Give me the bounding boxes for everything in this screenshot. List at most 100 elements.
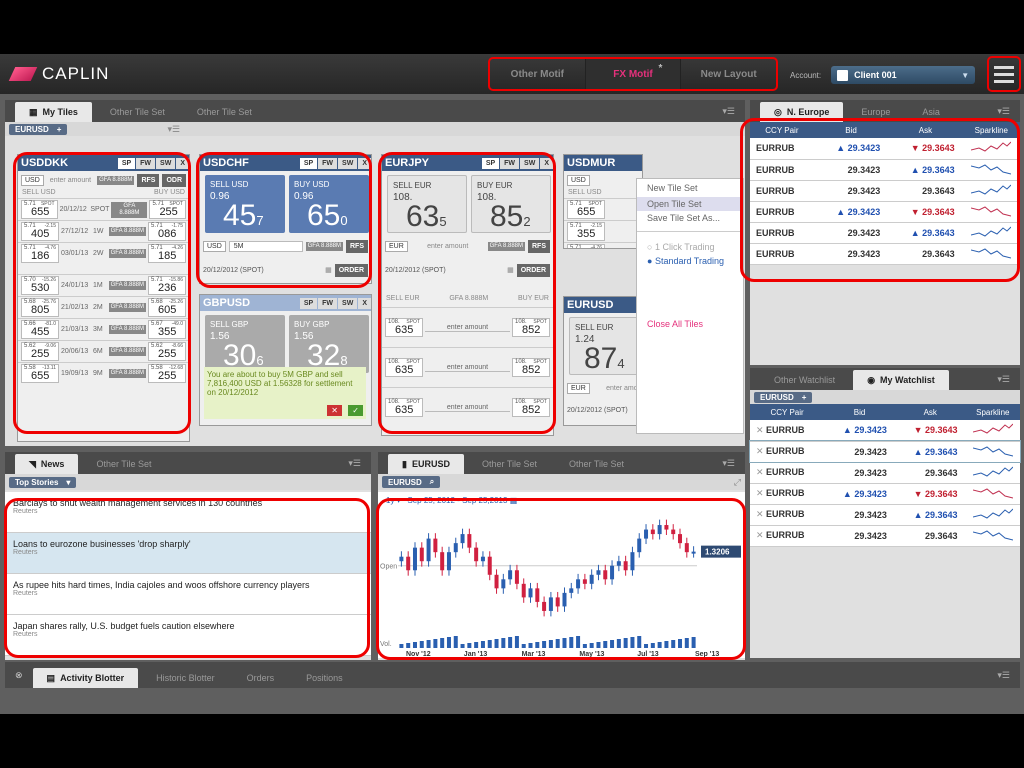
tab-eurusd-chart[interactable]: ▮ EURUSD [388, 454, 464, 474]
table-row[interactable]: ✕ EURRUB 29.3423 29.3643 [750, 462, 1020, 484]
tab-other-tile-set[interactable]: Other Tile Set [196, 107, 252, 117]
sell-leg-price-button[interactable]: 108. SPOT 635 [385, 358, 423, 377]
menu-item-close-all[interactable]: Close All Tiles [647, 319, 704, 329]
bid-cell[interactable]: 29.3423 [824, 525, 895, 547]
main-menu-button[interactable] [987, 56, 1021, 92]
mode-spot-button[interactable]: SP [299, 297, 318, 309]
sell-price-button[interactable]: 5.66 -81.0 455 [21, 320, 59, 339]
account-select[interactable]: Client 001 ▼ [831, 66, 976, 84]
ask-cell[interactable]: ▲ 29.3643 [894, 441, 966, 463]
mode-swap-button[interactable]: SW [520, 157, 540, 169]
news-filter-select[interactable]: Top Stories ▾ [9, 476, 77, 488]
tab-my-tiles[interactable]: ▦ My Tiles [15, 102, 92, 122]
table-row[interactable]: ✕ EURRUB 29.3423 ▲ 29.3643 [750, 504, 1020, 526]
calendar-icon[interactable]: ▦ [507, 267, 514, 274]
rfs-button[interactable]: RFS [346, 239, 368, 253]
remove-icon[interactable]: ✕ [756, 467, 767, 477]
ask-cell[interactable]: 29.3643 [888, 180, 963, 202]
sell-price-button[interactable]: 5.71-4.76155 [567, 244, 605, 248]
currency-select[interactable]: USD [203, 240, 226, 252]
sell-price-button[interactable]: 5.71 -2.15 355 [567, 222, 605, 241]
close-tile-button[interactable]: X [358, 297, 371, 309]
tab-my-watchlist[interactable]: ◉ My Watchlist [853, 370, 949, 390]
settlement-date[interactable]: 20/12/2012 (SPOT) [385, 266, 446, 274]
bid-cell[interactable]: ▲ 29.3423 [813, 201, 889, 223]
currency-select[interactable]: USD [567, 174, 590, 186]
bid-cell[interactable]: 29.3423 [824, 462, 895, 484]
buy-price-button[interactable]: 5.58 -12.68 255 [148, 364, 186, 383]
amount-input[interactable]: enter amo [606, 384, 638, 392]
remove-icon[interactable]: ✕ [756, 488, 767, 498]
mode-spot-button[interactable]: SP [299, 157, 318, 169]
expand-icon[interactable]: ⤢ [733, 476, 741, 487]
ask-cell[interactable]: ▼ 29.3643 [894, 420, 966, 442]
bid-cell[interactable]: ▲ 29.3423 [824, 483, 895, 505]
remove-icon[interactable]: ✕ [756, 530, 767, 540]
settlement-date[interactable]: 20/12/2012 (SPOT) [203, 266, 264, 274]
panel-menu-icon[interactable]: ▾☰ [997, 669, 1010, 680]
tab-other-tile-set[interactable]: Other Tile Set [481, 459, 537, 469]
menu-item-standard-trading[interactable]: ● Standard Trading [647, 256, 724, 266]
panel-menu-icon[interactable]: ▾☰ [997, 373, 1010, 384]
menu-item-open-tile-set[interactable]: Open Tile Set [637, 197, 743, 211]
mode-forward-button[interactable]: FW [500, 157, 520, 169]
leg-amount-input[interactable]: enter amount [425, 404, 510, 412]
panel-menu-icon[interactable]: ▾☰ [997, 105, 1010, 116]
table-row[interactable]: EURRUB ▲ 29.3423 ▼ 29.3643 [750, 138, 1020, 160]
col-ccy-pair[interactable]: CCY Pair [750, 122, 814, 138]
table-row[interactable]: EURRUB 29.3423 ▲ 29.3643 [750, 222, 1020, 244]
mode-spot-button[interactable]: SP [481, 157, 500, 169]
motif-tab-other[interactable]: Other Motif [490, 59, 586, 89]
tab-asia[interactable]: Asia [922, 107, 940, 117]
mode-forward-button[interactable]: FW [136, 157, 156, 169]
ask-cell[interactable]: 29.3643 [894, 462, 966, 484]
ask-cell[interactable]: ▼ 29.3643 [888, 138, 963, 160]
table-row[interactable]: EURRUB 29.3423 29.3643 [750, 180, 1020, 202]
bid-cell[interactable]: 29.3423 [813, 159, 889, 181]
buy-price-button[interactable]: 5.71 SPOT 255 [149, 200, 186, 219]
sell-price-button[interactable]: 5.71 SPOT 655 [21, 200, 58, 219]
col-bid[interactable]: Bid [813, 122, 889, 138]
menu-item-new-tile-set[interactable]: New Tile Set [647, 183, 698, 193]
tab-other-tile-set[interactable]: Other Tile Set [96, 459, 152, 469]
remove-icon[interactable]: ✕ [756, 424, 767, 435]
rfs-button[interactable]: RFS [137, 173, 160, 187]
news-item[interactable]: As rupee hits hard times, India cajoles … [5, 574, 371, 615]
news-item[interactable]: Loans to eurozone businesses 'drop sharp… [5, 533, 371, 574]
tab-historic-blotter[interactable]: Historic Blotter [156, 673, 215, 683]
leg-amount-input[interactable]: enter amount [425, 324, 510, 332]
tab-other-tile-set[interactable]: Other Tile Set [109, 107, 165, 117]
menu-item-one-click[interactable]: ○ 1 Click Trading [647, 242, 715, 252]
bid-cell[interactable]: 29.3423 [824, 504, 895, 526]
collapse-icon[interactable]: ⊗ [15, 669, 23, 680]
sell-price-button[interactable]: 5.62 -9.06 255 [21, 342, 59, 361]
ask-cell[interactable]: 29.3643 [888, 243, 963, 265]
tab-other-watchlist[interactable]: Other Watchlist [774, 375, 836, 385]
buy-price-button[interactable]: 5.67 -49.0 355 [148, 320, 186, 339]
col-ask[interactable]: Ask [894, 404, 966, 420]
sell-price-button[interactable]: SELL USD 0.96 457 [205, 175, 285, 233]
table-row[interactable]: ✕ EURRUB ▲ 29.3423 ▼ 29.3643 [750, 483, 1020, 505]
mode-forward-button[interactable]: FW [318, 297, 338, 309]
add-icon[interactable]: + [801, 392, 807, 402]
motif-tab-new-layout[interactable]: New Layout [700, 68, 757, 80]
amount-input[interactable]: enter amount [49, 176, 92, 184]
add-icon[interactable]: + [56, 124, 62, 134]
sell-price-button[interactable]: 5.71 -4.76 186 [21, 244, 59, 263]
sell-price-button[interactable]: SELL GBP 1.56 306 [205, 315, 285, 373]
cancel-trade-button[interactable]: ✕ [327, 405, 342, 416]
buy-price-button[interactable]: BUY EUR 108. 852 [471, 175, 551, 233]
table-row[interactable]: EURRUB 29.3423 ▲ 29.3643 [750, 159, 1020, 181]
sell-price-button[interactable]: 5.71 SPOT 655 [567, 200, 605, 219]
sell-leg-price-button[interactable]: 108. SPOT 635 [385, 398, 423, 417]
pair-chip[interactable]: EURUSD + [754, 391, 813, 403]
buy-price-button[interactable]: 5.71 -1.75 086 [148, 222, 186, 241]
sell-price-button[interactable]: 5.71 -2.15 405 [21, 222, 59, 241]
news-item[interactable]: Japan shares rally, U.S. budget fuels ca… [5, 615, 371, 656]
table-row[interactable]: ✕ EURRUB ▲ 29.3423 ▼ 29.3643 [750, 420, 1020, 442]
leg-amount-input[interactable]: enter amount [425, 364, 510, 372]
pair-chip[interactable]: EURUSD + [9, 123, 68, 135]
bid-cell[interactable]: ▲ 29.3423 [824, 420, 895, 442]
rfs-button[interactable]: RFS [528, 239, 550, 253]
ask-cell[interactable]: ▼ 29.3643 [888, 201, 963, 223]
